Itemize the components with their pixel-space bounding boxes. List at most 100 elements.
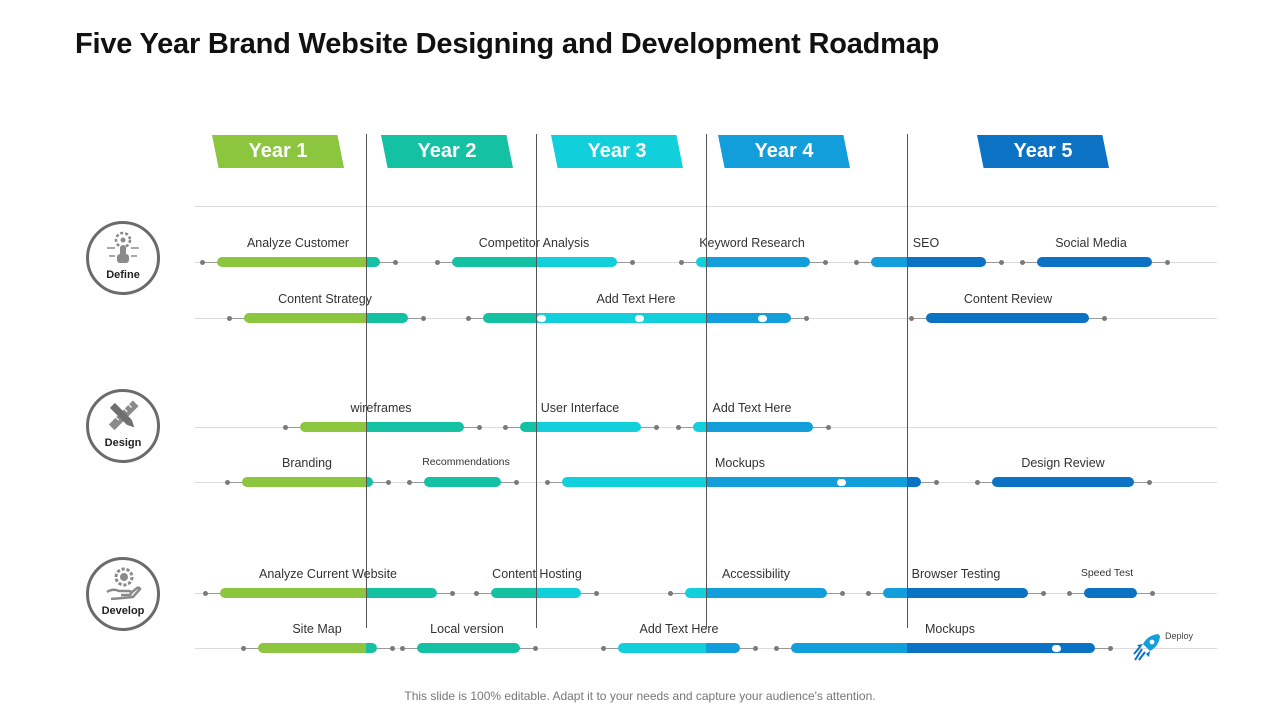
track-endpoint xyxy=(654,425,659,430)
year-2-header: Year 2 xyxy=(381,135,513,168)
task-bar xyxy=(706,643,740,653)
track-endpoint xyxy=(474,591,479,596)
track-endpoint xyxy=(435,260,440,265)
task-label: Analyze Current Website xyxy=(258,567,398,581)
task-bar xyxy=(706,477,907,487)
track-endpoint xyxy=(840,591,845,596)
track-endpoint xyxy=(594,591,599,596)
track-endpoint xyxy=(601,646,606,651)
stage-label: Develop xyxy=(101,605,145,617)
track-endpoint xyxy=(503,425,508,430)
milestone-marker xyxy=(635,314,644,322)
track-endpoint xyxy=(826,425,831,430)
track-endpoint xyxy=(450,591,455,596)
task-bar xyxy=(366,477,373,487)
hand-gear-icon xyxy=(106,567,142,601)
task-label: Mockups xyxy=(924,622,976,636)
task-bar xyxy=(992,477,1134,487)
stage-develop: Develop xyxy=(86,557,160,631)
track-endpoint xyxy=(1150,591,1155,596)
track-endpoint xyxy=(283,425,288,430)
stage-define: Define xyxy=(86,221,160,295)
task-label: Content Strategy xyxy=(278,292,372,306)
task-label: Design Review xyxy=(1021,456,1105,470)
task-bar xyxy=(366,643,377,653)
task-bar xyxy=(424,477,501,487)
task-bar xyxy=(907,477,921,487)
task-bar xyxy=(220,588,366,598)
track-endpoint xyxy=(200,260,205,265)
track-endpoint xyxy=(400,646,405,651)
track-endpoint xyxy=(1108,646,1113,651)
track-endpoint xyxy=(774,646,779,651)
task-bar xyxy=(536,257,617,267)
task-bar xyxy=(693,422,706,432)
task-bar xyxy=(706,313,791,323)
track-endpoint xyxy=(676,425,681,430)
track-endpoint xyxy=(753,646,758,651)
task-bar xyxy=(907,643,1095,653)
track-endpoint xyxy=(407,480,412,485)
task-bar xyxy=(244,313,366,323)
year-boundary xyxy=(536,134,537,628)
task-bar xyxy=(491,588,536,598)
milestone-marker xyxy=(837,478,846,486)
track-endpoint xyxy=(679,260,684,265)
year-3-header: Year 3 xyxy=(551,135,683,168)
track-endpoint xyxy=(386,480,391,485)
track-endpoint xyxy=(533,646,538,651)
task-bar xyxy=(417,643,520,653)
task-label: Browser Testing xyxy=(911,567,1001,581)
year-4-header: Year 4 xyxy=(718,135,850,168)
task-label: Local version xyxy=(430,622,504,636)
stage-label: Define xyxy=(106,269,140,281)
task-bar xyxy=(1084,588,1137,598)
task-bar xyxy=(452,257,536,267)
task-label: Branding xyxy=(281,456,333,470)
track-endpoint xyxy=(390,646,395,651)
task-bar xyxy=(536,588,581,598)
task-label: Speed Test xyxy=(1080,567,1134,579)
track-endpoint xyxy=(854,260,859,265)
task-label: Accessibility xyxy=(721,567,791,581)
track-endpoint xyxy=(934,480,939,485)
task-label: Content Review xyxy=(963,292,1053,306)
task-label: Social Media xyxy=(1055,236,1127,250)
track-endpoint xyxy=(545,480,550,485)
task-bar xyxy=(1037,257,1152,267)
task-bar xyxy=(871,257,907,267)
touch-gear-icon xyxy=(107,231,139,263)
task-label: Add Text Here xyxy=(596,292,676,306)
task-label: wireframes xyxy=(350,401,412,415)
task-label: Add Text Here xyxy=(639,622,719,636)
task-bar xyxy=(536,422,641,432)
task-bar xyxy=(366,422,464,432)
task-bar xyxy=(242,477,366,487)
task-label: User Interface xyxy=(540,401,620,415)
rocket-icon xyxy=(1133,634,1160,661)
track-endpoint xyxy=(1147,480,1152,485)
task-bar xyxy=(366,588,437,598)
page-title: Five Year Brand Website Designing and De… xyxy=(75,28,940,60)
track-endpoint xyxy=(514,480,519,485)
track-endpoint xyxy=(909,316,914,321)
stage-design: Design xyxy=(86,389,160,463)
track-endpoint xyxy=(630,260,635,265)
track-endpoint xyxy=(203,591,208,596)
year-5-header: Year 5 xyxy=(977,135,1109,168)
task-bar xyxy=(562,477,706,487)
track-endpoint xyxy=(477,425,482,430)
track-endpoint xyxy=(975,480,980,485)
milestone-marker xyxy=(758,314,767,322)
task-bar xyxy=(706,422,813,432)
task-label: Analyze Customer xyxy=(246,236,350,250)
task-bar xyxy=(258,643,366,653)
task-bar xyxy=(926,313,1089,323)
task-bar xyxy=(217,257,366,267)
pencil-ruler-icon xyxy=(108,400,139,431)
year-1-header: Year 1 xyxy=(212,135,344,168)
milestone-marker xyxy=(1052,644,1061,652)
task-bar xyxy=(366,313,408,323)
track-endpoint xyxy=(866,591,871,596)
stage-label: Design xyxy=(104,437,142,449)
